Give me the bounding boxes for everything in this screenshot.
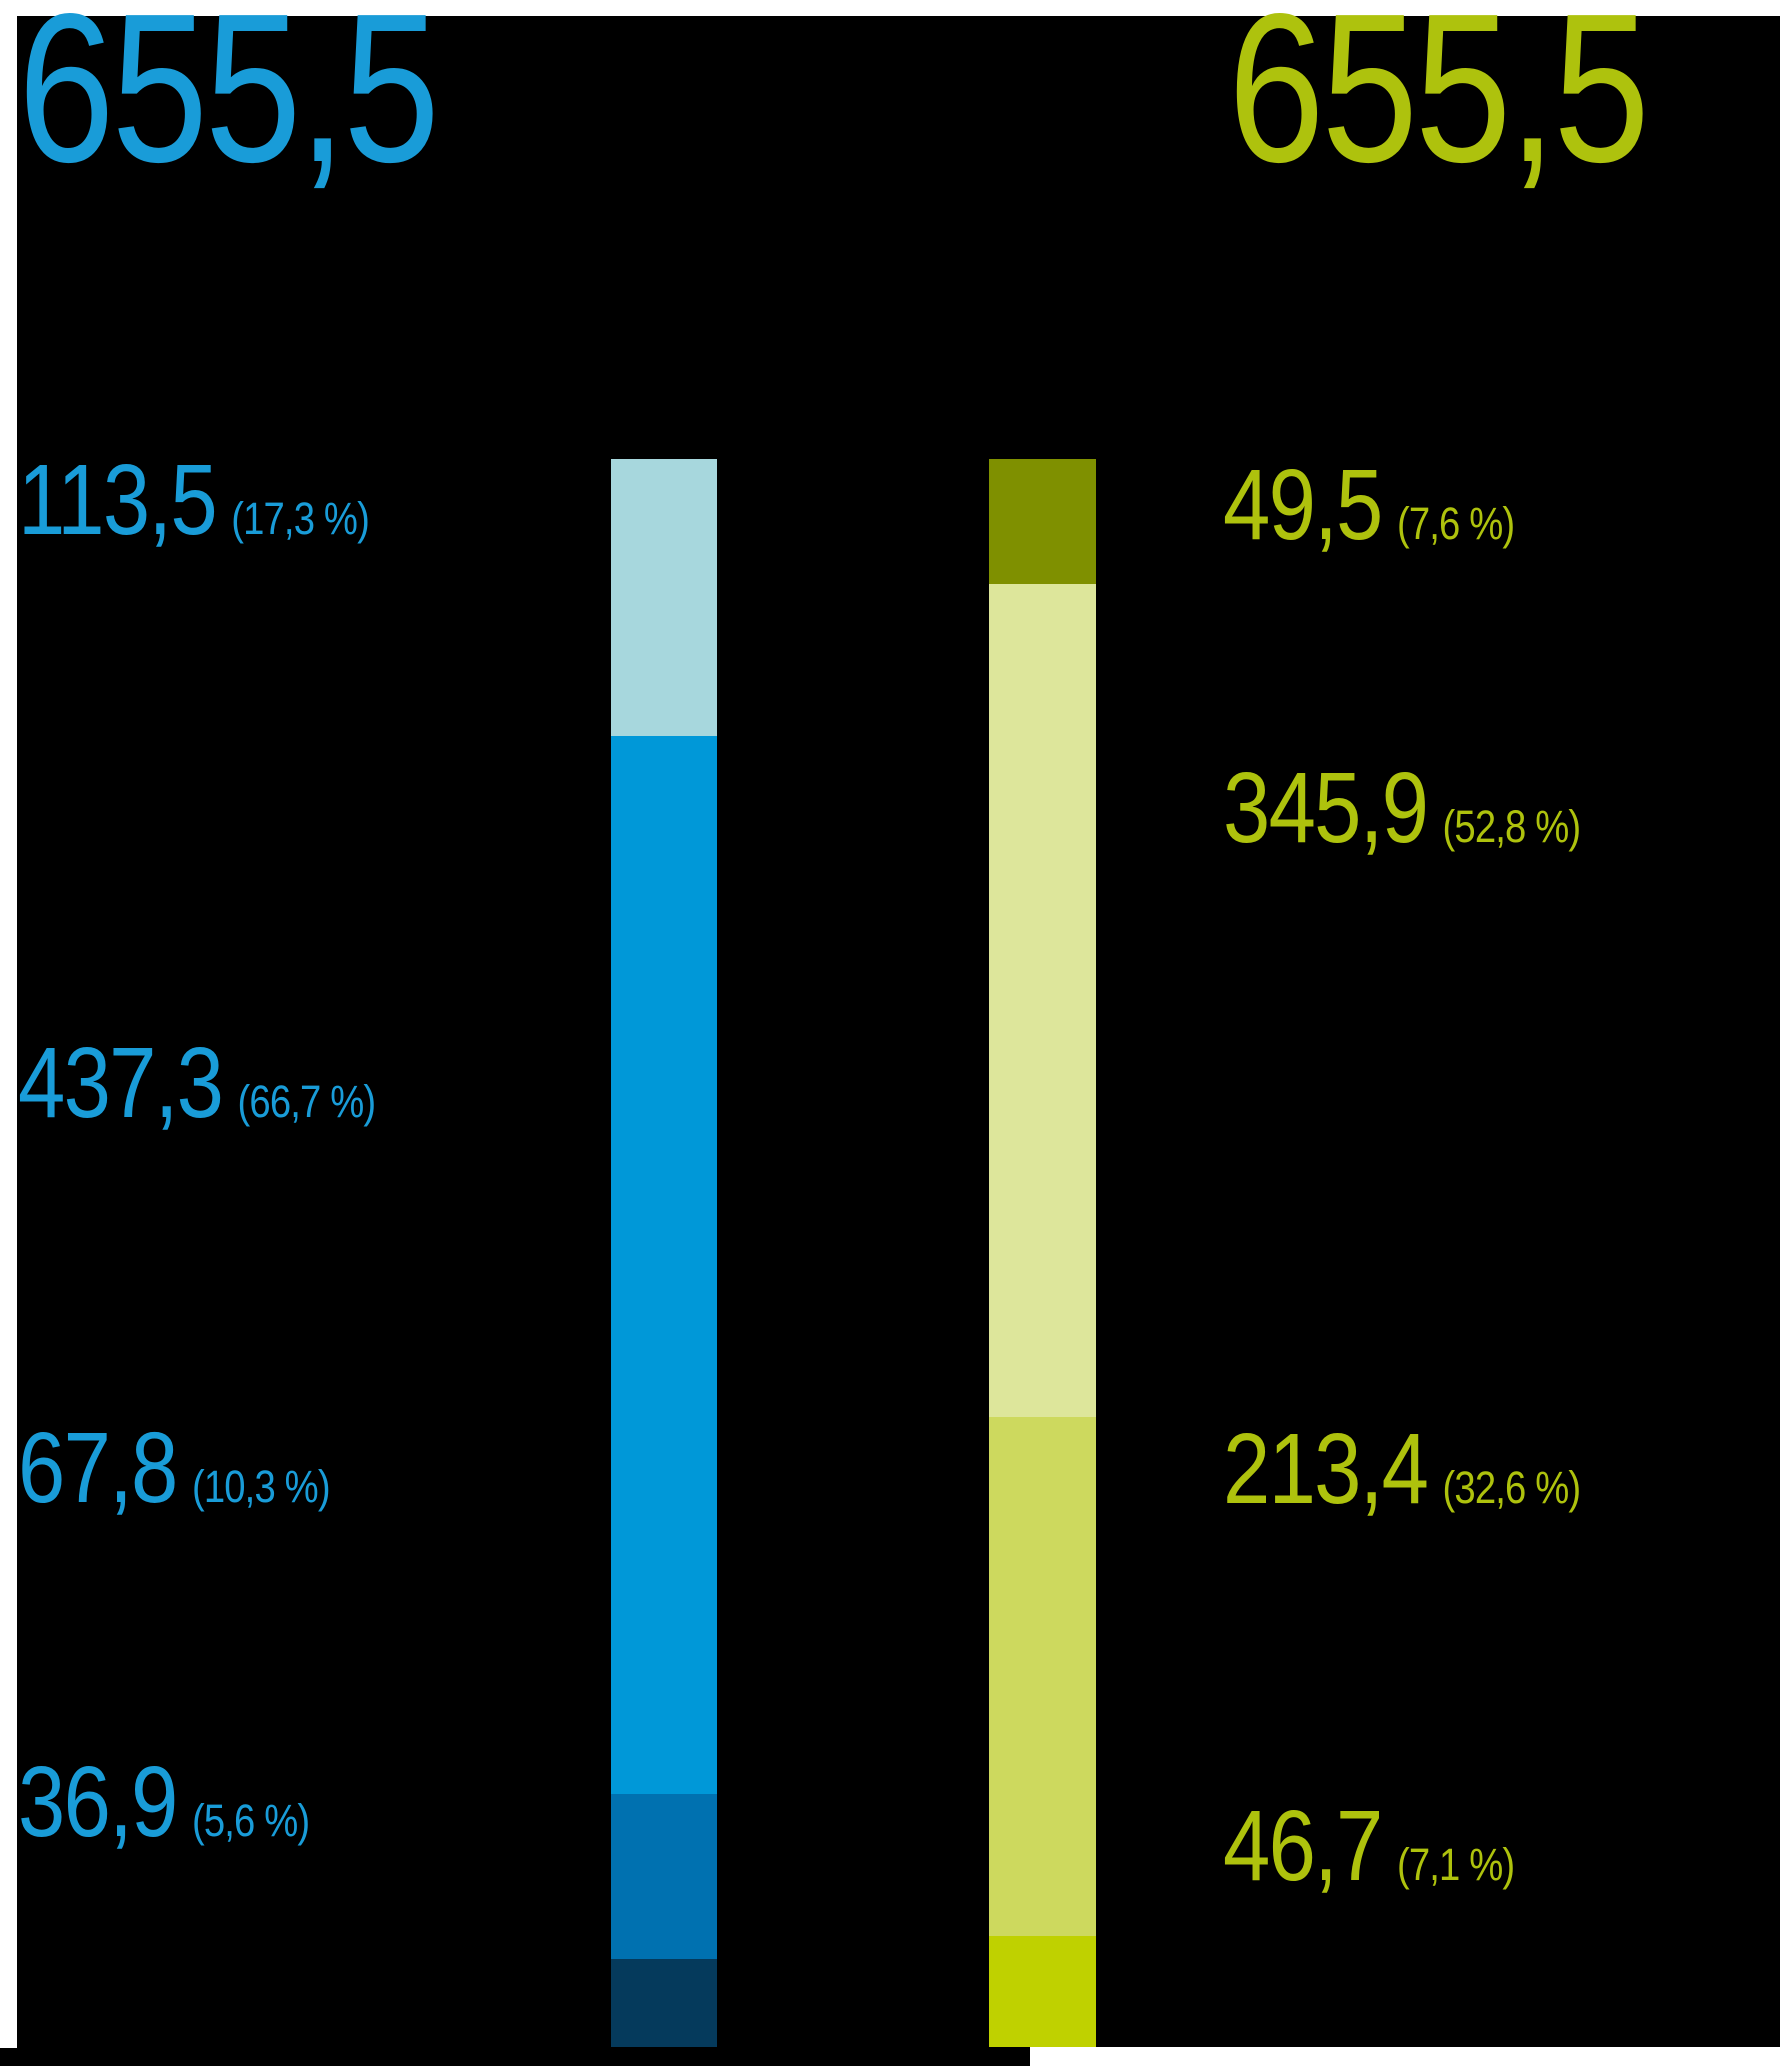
segment-value: 49,5 <box>1223 449 1383 561</box>
segment-value: 113,5 <box>18 444 218 556</box>
segment-percent: (7,1 %) <box>1396 1839 1515 1890</box>
left-segment-label-4: 36,9 (5,6 %) <box>18 1746 310 1858</box>
white-edge-top <box>6 0 1780 16</box>
left-bar-segment-2 <box>611 736 717 1794</box>
right-bar-segment-2 <box>989 584 1096 1417</box>
white-edge-bottom-right <box>1030 2047 1780 2066</box>
segment-percent: (66,7 %) <box>237 1076 377 1127</box>
left-stacked-bar <box>611 459 717 2047</box>
segment-percent: (5,6 %) <box>191 1795 310 1846</box>
left-column-total: 655,5 <box>18 0 440 206</box>
segment-percent: (10,3 %) <box>191 1461 331 1512</box>
white-edge-left <box>0 0 17 2048</box>
left-bar-segment-4 <box>611 1959 717 2047</box>
right-bar-segment-1 <box>989 459 1096 584</box>
left-bar-segment-3 <box>611 1794 717 1959</box>
right-column-total: 655,5 <box>1228 0 1650 206</box>
right-segment-label-3: 213,4 (32,6 %) <box>1223 1413 1582 1525</box>
right-segment-label-4: 46,7 (7,1 %) <box>1223 1790 1515 1902</box>
left-segment-label-3: 67,8 (10,3 %) <box>18 1412 331 1524</box>
right-segment-label-1: 49,5 (7,6 %) <box>1223 449 1515 561</box>
right-bar-segment-4 <box>989 1936 1096 2047</box>
segment-value: 36,9 <box>18 1746 178 1858</box>
right-segment-label-2: 345,9 (52,8 %) <box>1223 752 1582 864</box>
left-bar-segment-1 <box>611 459 717 736</box>
segment-value: 345,9 <box>1223 752 1429 864</box>
segment-value: 46,7 <box>1223 1790 1383 1902</box>
segment-percent: (32,6 %) <box>1442 1462 1582 1513</box>
right-stacked-bar <box>989 459 1096 2047</box>
segment-percent: (7,6 %) <box>1396 498 1515 549</box>
right-bar-segment-3 <box>989 1417 1096 1936</box>
left-segment-label-1: 113,5 (17,3 %) <box>18 444 370 556</box>
segment-percent: (17,3 %) <box>231 493 370 544</box>
left-segment-label-2: 437,3 (66,7 %) <box>18 1027 377 1139</box>
segment-value: 213,4 <box>1223 1413 1429 1525</box>
segment-percent: (52,8 %) <box>1442 801 1582 852</box>
segment-value: 437,3 <box>18 1027 224 1139</box>
segment-value: 67,8 <box>18 1412 178 1524</box>
